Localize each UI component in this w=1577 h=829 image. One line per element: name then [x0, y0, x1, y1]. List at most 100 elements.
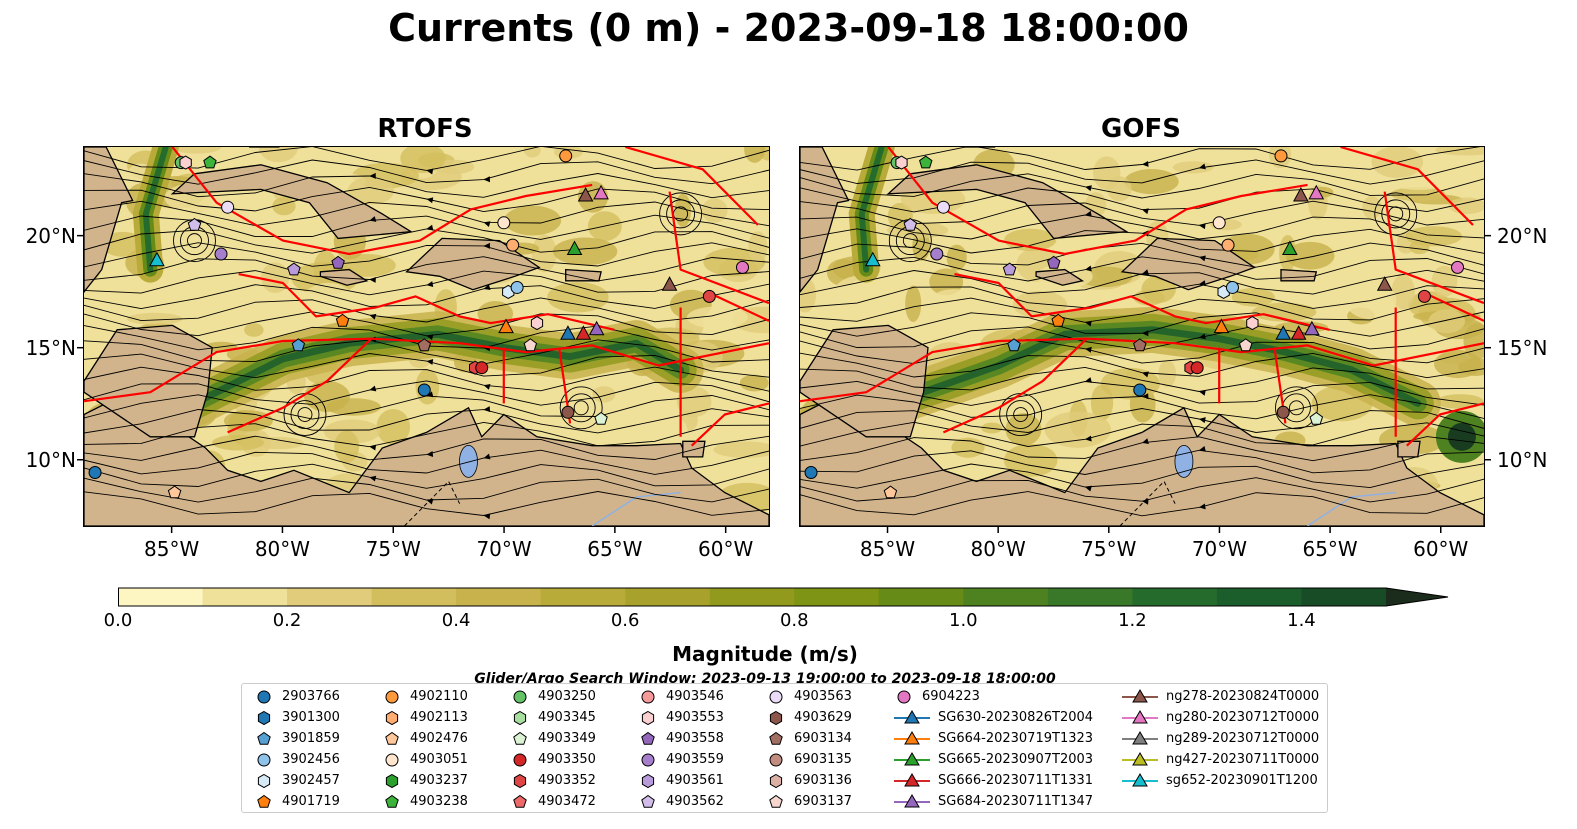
legend-label: 4903472 — [538, 794, 596, 809]
legend-label: 6903137 — [794, 794, 852, 809]
colorbar-label: Magnitude (m/s) — [672, 642, 858, 666]
legend-item: 4903237 — [380, 770, 468, 791]
colorbar-segment — [878, 588, 964, 606]
platform-marker — [883, 485, 898, 499]
circle-marker-icon — [385, 753, 399, 766]
platform-marker — [1133, 383, 1147, 397]
triangle-line-marker-icon — [1122, 751, 1158, 765]
legend-label: 4903553 — [666, 710, 724, 725]
panel-title-rtofs: RTOFS — [377, 114, 473, 144]
legend-label: 4903250 — [538, 689, 596, 704]
triangle-line-marker-icon — [1122, 730, 1158, 744]
colorbar-tick-label: 0.4 — [441, 610, 471, 631]
platform-marker — [331, 255, 345, 269]
legend-label: SG684-20230711T1347 — [938, 794, 1094, 809]
legend-label: 4903237 — [410, 773, 468, 788]
platform-marker — [560, 325, 576, 340]
platform-marker — [594, 411, 608, 425]
circle-marker-icon — [897, 690, 911, 703]
platform-marker — [1002, 262, 1017, 276]
legend-label: 6903136 — [794, 773, 852, 788]
legend-label: 2903766 — [282, 689, 340, 704]
legend-label: 4902476 — [410, 731, 468, 746]
legend-label: 3901859 — [282, 731, 340, 746]
platform-marker — [1304, 320, 1320, 336]
colorbar-segment — [287, 588, 373, 606]
legend-label: SG630-20230826T2004 — [938, 710, 1094, 725]
x-tick-label: 85°W — [144, 537, 200, 561]
colorbar-segment — [625, 588, 711, 606]
circle-marker-icon — [257, 753, 271, 766]
pentagon-marker-icon — [385, 731, 399, 745]
x-tick-label: 80°W — [254, 537, 311, 561]
legend-label: 4903563 — [794, 689, 852, 704]
triangle-line-marker-icon — [894, 709, 930, 723]
legend-label: 4903629 — [794, 710, 852, 725]
hexagon-marker-icon — [513, 710, 527, 725]
platform-marker — [804, 465, 818, 479]
x-tick-label: 75°W — [1081, 537, 1137, 561]
triangle-line-marker-icon — [894, 730, 930, 744]
platform-marker — [475, 361, 489, 375]
legend-label: 4903350 — [538, 752, 596, 767]
legend-item: 4903051 — [380, 749, 468, 770]
platform-marker — [1451, 260, 1465, 274]
legend-label: 4903238 — [410, 794, 468, 809]
hexagon-marker-icon — [257, 710, 271, 725]
legend-item: 4903558 — [636, 728, 724, 749]
legend-label: 3901300 — [282, 710, 340, 725]
legend-item: 4903350 — [508, 749, 596, 770]
platform-marker — [149, 251, 165, 267]
platform-marker — [1309, 411, 1324, 425]
legend-label: 4903559 — [666, 752, 724, 767]
x-tick-label: 70°W — [476, 537, 532, 561]
colorbar-segment — [456, 588, 542, 606]
platform-marker — [221, 200, 235, 214]
circle-marker-icon — [641, 753, 655, 766]
legend-item: 4903238 — [380, 791, 468, 812]
legend-label: 4903561 — [666, 773, 724, 788]
circle-marker-icon — [641, 690, 655, 703]
hexagon-marker-icon — [385, 710, 399, 725]
legend-label: 4903546 — [666, 689, 724, 704]
legend-label: 4902113 — [410, 710, 468, 725]
platform-marker — [417, 338, 432, 352]
triangle-line-marker-icon — [1122, 688, 1158, 702]
platform-marker — [1275, 325, 1292, 340]
platform-marker — [561, 405, 575, 419]
legend-label: 3902456 — [282, 752, 340, 767]
legend-item: SG630-20230826T2004 — [892, 707, 1093, 728]
colorbar-tick-label: 0.6 — [610, 610, 640, 631]
platform-marker — [1133, 338, 1147, 352]
x-tick-label: 75°W — [365, 537, 421, 561]
colorbar-ticks: 0.0 0.2 0.4 0.6 0.8 1.0 1.2 1.4 — [0, 610, 1577, 634]
legend-label: SG666-20230711T1331 — [938, 773, 1094, 788]
platform-marker — [498, 318, 514, 334]
triangle-line-marker-icon — [894, 772, 930, 786]
colorbar-tick-label: 1.4 — [1287, 610, 1316, 631]
legend-item: 2903766 — [252, 686, 340, 707]
colorbar — [118, 587, 1449, 607]
platform-marker — [167, 485, 182, 499]
platform-marker — [919, 155, 933, 169]
legend-label: 6903134 — [794, 731, 852, 746]
y-tick-label: 10°N — [25, 447, 76, 472]
circle-marker-icon — [513, 753, 527, 766]
legend-label: SG664-20230719T1323 — [938, 731, 1094, 746]
platform-marker — [1190, 361, 1204, 375]
platform-legend: 2903766 3901300 3901859 3902456 3902457 49017… — [241, 683, 1328, 813]
legend-item: 6903137 — [764, 791, 852, 812]
platform-marker — [1276, 405, 1290, 419]
pentagon-marker-icon — [513, 731, 527, 745]
colorbar-extend-arrow — [1386, 588, 1448, 606]
legend-item: 3901859 — [252, 728, 340, 749]
platform-marker — [88, 465, 102, 479]
platform-marker — [1290, 325, 1307, 340]
legend-label: 4903349 — [538, 731, 596, 746]
x-tick-label: 60°W — [1413, 537, 1469, 561]
legend-label: 4903558 — [666, 731, 724, 746]
platform-marker — [187, 217, 202, 231]
pentagon-marker-icon — [769, 731, 783, 745]
map-svg — [800, 147, 1484, 526]
y-tick-label: 20°N — [25, 223, 76, 248]
